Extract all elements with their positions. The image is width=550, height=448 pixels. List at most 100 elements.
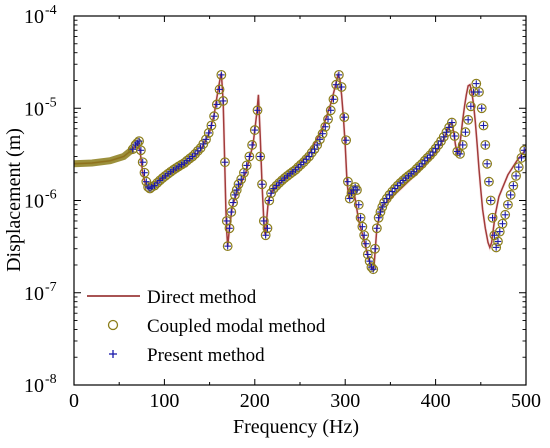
x-tick-label: 0 [69, 390, 79, 412]
point-coupled-modal-method [353, 199, 364, 210]
point-coupled-modal-method [497, 218, 508, 229]
point-present-method [240, 169, 248, 177]
point-coupled-modal-method [336, 82, 347, 92]
point-present-method [224, 242, 231, 250]
point-present-method [375, 214, 382, 222]
x-tick-label: 300 [330, 390, 360, 412]
point-coupled-modal-method [511, 170, 521, 181]
y-tick-label: 10 [24, 6, 44, 28]
y-tick-label: 10 [24, 191, 44, 213]
point-coupled-modal-method [414, 161, 425, 172]
point-present-method [221, 158, 229, 166]
point-present-method [205, 129, 212, 137]
y-tick-exponent: -5 [45, 95, 57, 110]
point-coupled-modal-method [487, 212, 498, 223]
point-coupled-modal-method [255, 151, 266, 162]
point-coupled-modal-method [331, 79, 342, 90]
point-coupled-modal-method [226, 207, 237, 217]
point-coupled-modal-method [298, 157, 309, 168]
point-coupled-modal-method [260, 230, 271, 241]
point-coupled-modal-method [505, 190, 516, 200]
point-present-method [475, 88, 483, 96]
point-coupled-modal-method [236, 174, 247, 185]
point-present-method [324, 115, 332, 123]
y-tick-exponent: -6 [45, 188, 57, 203]
point-present-method [386, 191, 393, 199]
point-present-method [510, 182, 517, 189]
point-coupled-modal-method [425, 150, 436, 161]
point-coupled-modal-method [192, 145, 203, 156]
point-present-method [504, 201, 512, 209]
point-coupled-modal-method [247, 140, 257, 150]
point-coupled-modal-method [371, 223, 382, 234]
data-layer [74, 69, 526, 275]
point-present-method [491, 231, 498, 239]
point-present-method [342, 136, 350, 144]
point-present-method [319, 130, 326, 137]
point-coupled-modal-method [220, 157, 230, 168]
point-present-method [340, 113, 348, 121]
y-tick-label: 10 [24, 283, 44, 305]
point-present-method [338, 83, 345, 91]
point-coupled-modal-method [341, 135, 352, 146]
point-coupled-modal-method [375, 207, 386, 217]
point-present-method [487, 197, 495, 204]
y-tick-exponent: -7 [45, 280, 57, 295]
point-coupled-modal-method [339, 112, 350, 123]
point-present-method [210, 112, 218, 120]
point-present-method [346, 195, 354, 202]
point-present-method [355, 201, 363, 209]
point-coupled-modal-method [364, 256, 375, 267]
point-coupled-modal-method [465, 101, 476, 112]
point-present-method [360, 231, 368, 239]
point-present-method [359, 223, 366, 230]
point-coupled-modal-method [233, 179, 244, 190]
point-present-method [143, 178, 150, 185]
point-present-method [353, 186, 361, 194]
point-present-method [445, 124, 453, 131]
point-coupled-modal-method [513, 162, 524, 173]
point-present-method [369, 265, 377, 273]
point-coupled-modal-method [344, 193, 355, 204]
point-coupled-modal-method [355, 212, 366, 223]
point-present-method [313, 141, 321, 149]
point-coupled-modal-method [222, 241, 233, 252]
point-coupled-modal-method [485, 195, 496, 206]
point-present-method [344, 178, 352, 185]
point-present-method [135, 137, 143, 145]
point-present-method [357, 214, 364, 222]
point-coupled-modal-method [484, 176, 494, 187]
point-present-method [197, 144, 204, 152]
point-coupled-modal-method [209, 111, 220, 122]
point-present-method [456, 150, 464, 158]
point-coupled-modal-method [449, 131, 460, 141]
point-coupled-modal-method [491, 242, 502, 253]
point-coupled-modal-method [317, 128, 328, 139]
point-coupled-modal-method [411, 164, 422, 174]
point-present-method [332, 81, 340, 89]
point-coupled-modal-method [419, 155, 430, 166]
point-coupled-modal-method [463, 114, 474, 125]
point-present-method [432, 145, 439, 152]
point-present-method [251, 126, 259, 134]
point-present-method [267, 189, 275, 197]
point-present-method [451, 132, 458, 140]
point-present-method [139, 158, 147, 166]
point-coupled-modal-method [493, 236, 503, 247]
point-coupled-modal-method [387, 186, 398, 197]
point-coupled-modal-method [216, 69, 227, 80]
point-present-method [480, 122, 487, 129]
point-present-method [483, 160, 491, 168]
point-present-method [512, 172, 520, 180]
point-present-method [366, 257, 373, 265]
point-coupled-modal-method [290, 164, 301, 175]
point-present-method [246, 153, 253, 160]
point-present-method [362, 240, 370, 248]
point-coupled-modal-method [480, 140, 491, 150]
point-present-method [380, 199, 388, 206]
point-present-method [129, 145, 137, 153]
point-coupled-modal-method [224, 223, 235, 234]
point-coupled-modal-method [392, 180, 403, 191]
